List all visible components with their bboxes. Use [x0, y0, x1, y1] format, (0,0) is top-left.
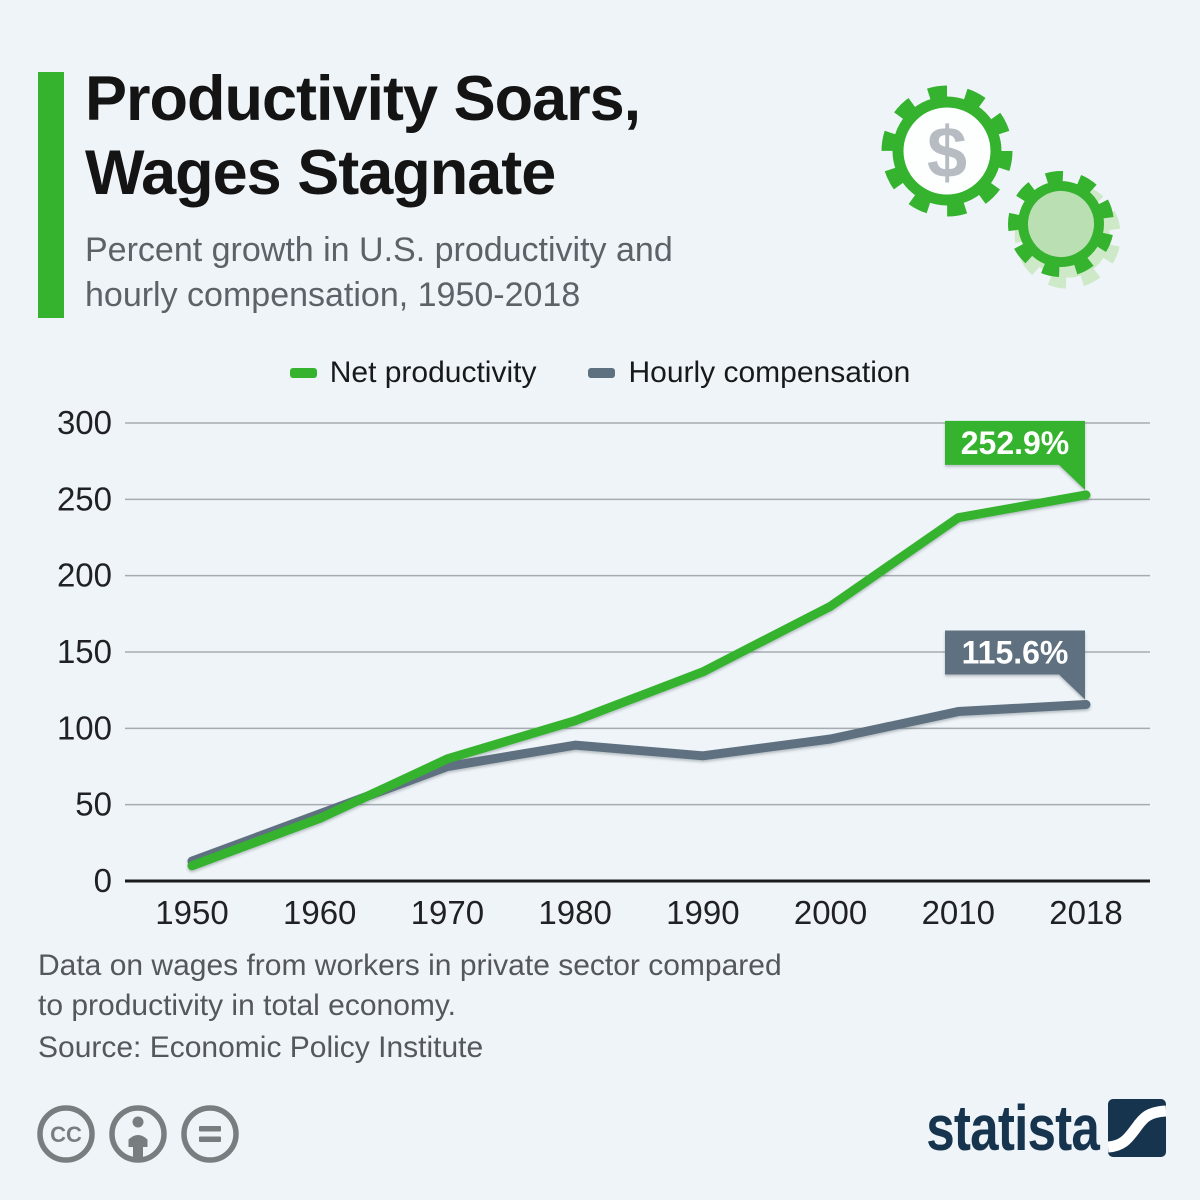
statista-logo-text: statista	[926, 1092, 1100, 1164]
y-tick-label: 100	[57, 709, 112, 746]
statista-logo-mark	[1108, 1099, 1166, 1157]
legend-item-hourly-compensation: Hourly compensation	[588, 356, 910, 390]
y-tick-label: 50	[75, 786, 112, 823]
value-callout: 252.9%	[944, 420, 1085, 490]
grid-and-axes: 0 50 100 150 200 250 300 1950 1960 1970 1980 1990 20…	[57, 404, 1150, 931]
legend-label: Hourly compensation	[628, 356, 911, 389]
title-line-2: Wages Stagnate	[85, 138, 556, 208]
creative-commons-icons: CC	[37, 1105, 239, 1163]
chart-legend: Net productivity Hourly compensation	[0, 356, 1200, 390]
value-callout: 115.6%	[944, 630, 1085, 700]
title-accent-bar	[38, 72, 64, 318]
source-line: Source: Economic Policy Institute	[38, 1031, 484, 1064]
x-tick-label: 1970	[411, 894, 484, 931]
legend-swatch-gray	[588, 368, 616, 378]
gears-dollar-icon: $	[881, 85, 1121, 289]
series-line	[187, 490, 1091, 871]
callout-value: 115.6%	[962, 635, 1069, 671]
small-gear-icon	[1008, 171, 1121, 289]
callout-value: 252.9%	[961, 425, 1070, 461]
cc-icon: CC	[37, 1105, 95, 1163]
x-tick-label: 1950	[155, 894, 228, 931]
legend-item-net-productivity: Net productivity	[289, 356, 537, 390]
x-tick-label: 1960	[283, 894, 356, 931]
subtitle-line-2: hourly compensation, 1950-2018	[85, 276, 581, 314]
y-tick-label: 300	[57, 404, 112, 441]
statista-logo: statista	[883, 1096, 1166, 1160]
y-tick-label: 250	[57, 480, 112, 517]
chart-footnote: Data on wages from workers in private se…	[38, 949, 782, 1022]
series-lines	[187, 490, 1091, 871]
subtitle-line-1: Percent growth in U.S. productivity and	[85, 231, 673, 269]
x-tick-label: 2000	[794, 894, 867, 931]
cc-nd-equals-icon	[181, 1105, 239, 1163]
x-tick-label: 2018	[1049, 894, 1122, 931]
legend-label: Net productivity	[329, 356, 537, 389]
page-title: Productivity Soars, Wages Stagnate	[85, 62, 641, 210]
y-tick-label: 150	[57, 633, 112, 670]
large-gear-icon: $	[881, 85, 1013, 217]
cc-by-person-icon	[109, 1105, 167, 1163]
x-tick-label: 2010	[922, 894, 995, 931]
x-tick-label: 1990	[666, 894, 739, 931]
y-tick-label: 0	[94, 862, 112, 899]
x-tick-label: 1980	[538, 894, 611, 931]
svg-text:CC: CC	[50, 1122, 82, 1147]
y-tick-label: 200	[57, 557, 112, 594]
title-line-1: Productivity Soars,	[85, 64, 641, 134]
legend-swatch-green	[289, 368, 317, 378]
page-subtitle: Percent growth in U.S. productivity and h…	[85, 228, 673, 318]
dollar-sign: $	[927, 113, 967, 193]
